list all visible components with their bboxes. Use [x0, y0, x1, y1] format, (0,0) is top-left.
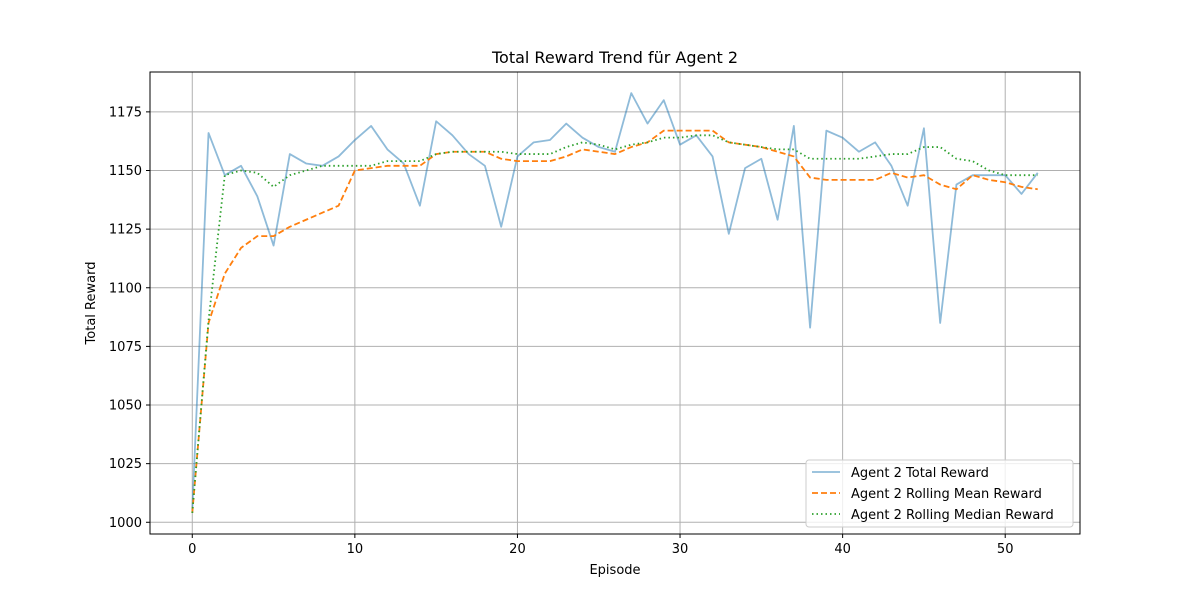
y-tick-label: 1125: [109, 223, 142, 238]
y-axis-label: Total Reward: [84, 262, 99, 346]
legend-label-total: Agent 2 Total Reward: [851, 466, 989, 481]
x-axis: 0 10 20 30 40 50: [188, 534, 1013, 557]
y-tick-label: 1150: [109, 164, 142, 179]
x-tick-label: 20: [509, 542, 526, 557]
y-tick-label: 1175: [109, 105, 142, 120]
x-tick-label: 10: [347, 542, 364, 557]
x-axis-label: Episode: [589, 563, 640, 578]
series-line-rolling-mean: [191, 129, 1038, 513]
legend-label-rolling-median: Agent 2 Rolling Median Reward: [851, 508, 1054, 523]
series-layer: [191, 92, 1039, 513]
x-tick-label: 30: [672, 542, 689, 557]
y-tick-label: 1075: [109, 340, 142, 355]
legend-box: [805, 459, 1074, 528]
legend-label-rolling-mean: Agent 2 Rolling Mean Reward: [851, 487, 1042, 502]
x-tick-label: 50: [997, 542, 1014, 557]
y-tick-label: 1050: [109, 399, 142, 414]
y-tick-label: 1100: [109, 281, 142, 296]
y-tick-label: 1025: [109, 457, 142, 472]
y-axis: 1000 1025 1050 1075 1100 1125 1150 1175: [109, 105, 150, 531]
chart-title: Total Reward Trend für Agent 2: [491, 48, 738, 67]
x-tick-label: 0: [188, 542, 196, 557]
series-line-total-reward: [191, 92, 1039, 511]
legend: Agent 2 Total Reward Agent 2 Rolling Mea…: [805, 459, 1074, 528]
x-tick-label: 40: [834, 542, 851, 557]
y-tick-label: 1000: [109, 516, 142, 531]
plot-area-frame: [149, 71, 1081, 535]
